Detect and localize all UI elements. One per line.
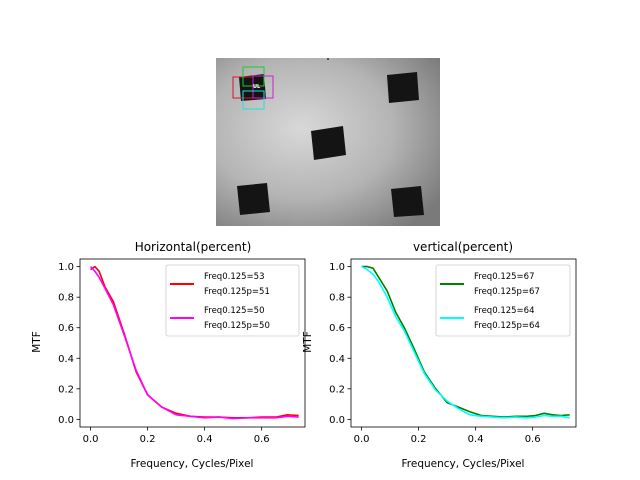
y-tick-label: 0.4	[329, 354, 345, 365]
horizontal-mtf-chart: Horizontal(percent) Frequency, Cycles/Pi…	[31, 240, 306, 470]
y-tick-label: 0.6	[58, 323, 74, 334]
legend-entry-series-1-line-2: Freq0.125p=51	[204, 287, 270, 297]
vertical-mtf-chart: vertical(percent) Frequency, Cycles/Pixe…	[302, 240, 577, 470]
y-tick-label: 1.0	[329, 262, 345, 273]
x-tick-label: 0.2	[411, 434, 427, 445]
x-tick-label: 0.0	[354, 434, 370, 445]
y-tick-label: 0.0	[58, 415, 74, 426]
y-tick-label: 0.4	[58, 354, 74, 365]
axis-ticks: 0.0 0.2 0.4 0.6 0.0 0.2 0.4 0.6 0.8 1.0	[58, 262, 270, 445]
series-layer	[90, 265, 299, 420]
image-speck	[327, 58, 329, 60]
test-target-image: UL	[216, 58, 440, 226]
series-line-2	[90, 266, 299, 420]
y-tick-label: 0.8	[329, 293, 345, 304]
target-square-ll	[237, 183, 270, 215]
target-square-ur	[387, 72, 419, 103]
series-line-1	[361, 265, 570, 418]
legend: Freq0.125=53 Freq0.125p=51 Freq0.125=50 …	[165, 264, 300, 337]
legend-entry-series-2-line-2: Freq0.125p=64	[474, 321, 540, 331]
y-tick-label: 0.2	[58, 384, 74, 395]
axis-ticks: 0.0 0.2 0.4 0.6 0.0 0.2 0.4 0.6 0.8 1.0	[329, 262, 541, 445]
x-tick-label: 0.6	[525, 434, 541, 445]
plot-area-frame	[350, 258, 577, 428]
roi-box-magenta	[252, 75, 274, 99]
legend-frame	[165, 264, 300, 337]
legend-frame	[435, 264, 571, 337]
series-layer	[361, 265, 570, 419]
roi-box-cyan	[242, 90, 265, 110]
target-square-center	[311, 126, 346, 160]
y-tick-label: 0.6	[329, 323, 345, 334]
legend: Freq0.125=67 Freq0.125p=67 Freq0.125=64 …	[435, 264, 571, 337]
plot-area-frame	[79, 258, 306, 428]
x-tick-label: 0.6	[254, 434, 270, 445]
x-axis-label: Frequency, Cycles/Pixel	[402, 458, 525, 470]
x-tick-label: 0.4	[468, 434, 484, 445]
legend-entry-series-2-line-1: Freq0.125=64	[474, 306, 534, 316]
roi-label: UL	[253, 84, 261, 90]
x-axis-label: Frequency, Cycles/Pixel	[131, 458, 254, 470]
x-tick-label: 0.4	[197, 434, 213, 445]
x-tick-label: 0.2	[140, 434, 156, 445]
y-tick-label: 0.2	[329, 384, 345, 395]
series-line-2	[361, 265, 570, 419]
y-axis-label: MTF	[31, 331, 43, 353]
chart-title: vertical(percent)	[413, 240, 513, 254]
target-square-lr	[391, 186, 424, 217]
legend-entry-series-1-line-1: Freq0.125=53	[204, 272, 264, 282]
legend-entry-series-1-line-1: Freq0.125=67	[474, 272, 534, 282]
y-tick-label: 0.8	[58, 293, 74, 304]
y-tick-label: 0.0	[329, 415, 345, 426]
y-tick-label: 1.0	[58, 262, 74, 273]
legend-entry-series-2-line-1: Freq0.125=50	[204, 306, 264, 316]
legend-entry-series-1-line-2: Freq0.125p=67	[474, 287, 540, 297]
x-tick-label: 0.0	[83, 434, 99, 445]
chart-title: Horizontal(percent)	[135, 240, 252, 254]
legend-entry-series-2-line-2: Freq0.125p=50	[204, 321, 270, 331]
y-axis-label: MTF	[302, 331, 314, 353]
